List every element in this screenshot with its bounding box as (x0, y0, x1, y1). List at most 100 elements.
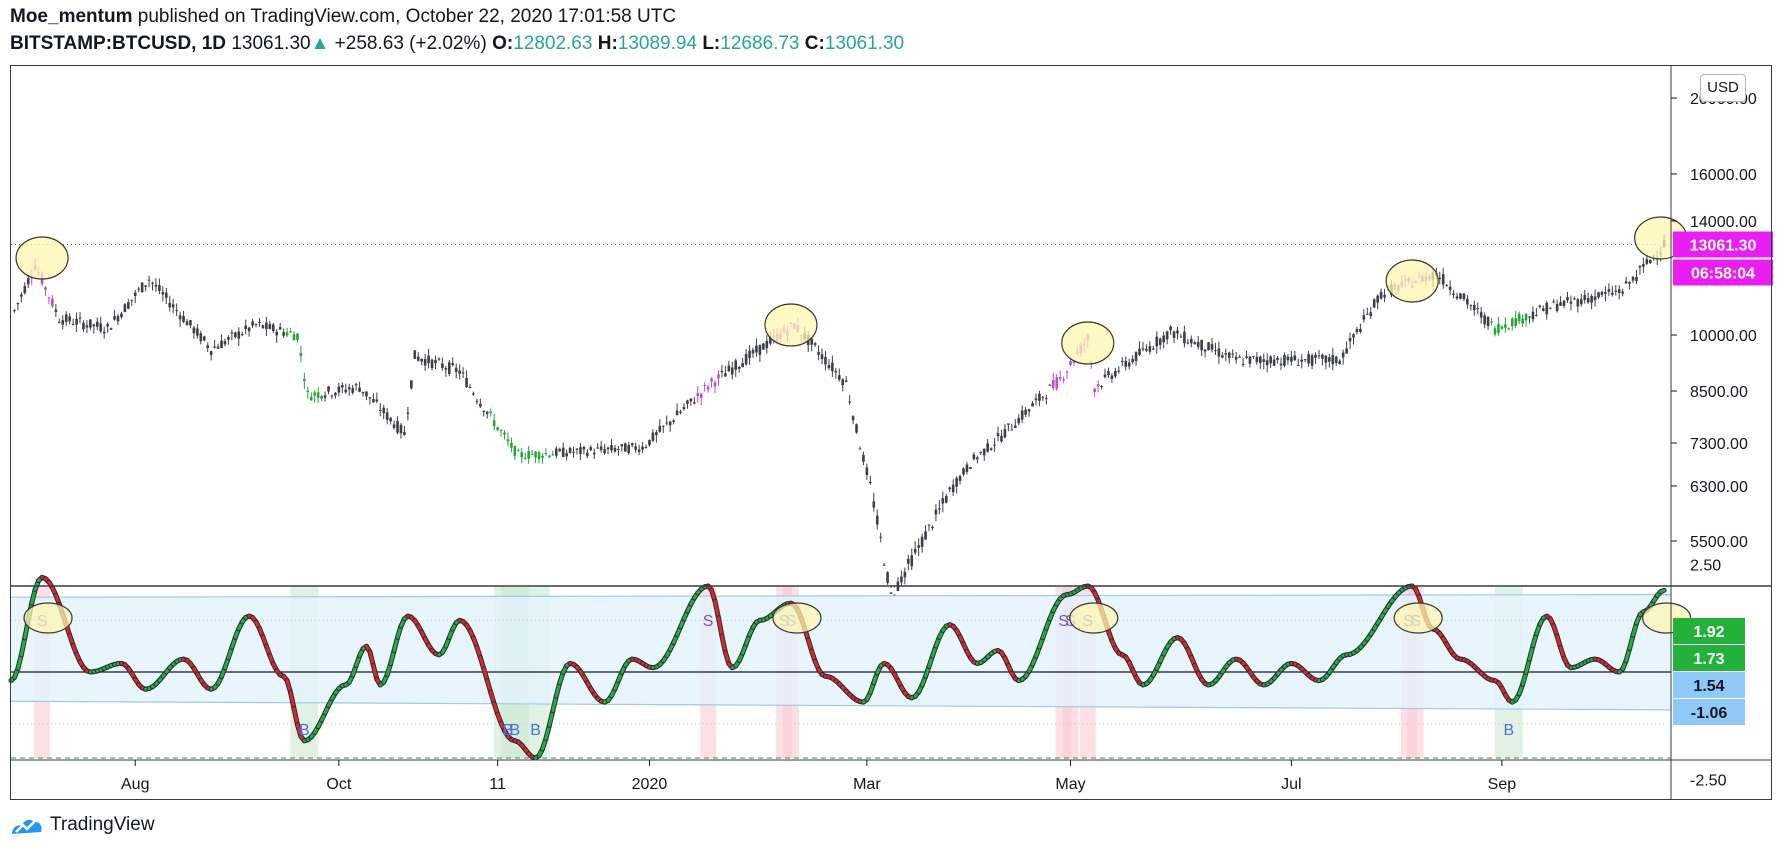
candle-body (1441, 274, 1445, 285)
candle-body (1621, 291, 1624, 294)
candle-body (1072, 360, 1076, 363)
candle-body (651, 432, 655, 441)
candle-body (137, 288, 140, 290)
candle-body (423, 359, 427, 366)
candle-body (592, 452, 596, 455)
candle-body (1490, 321, 1493, 323)
candle-body (644, 446, 648, 448)
candle-body (1569, 301, 1573, 304)
candle-body (1455, 296, 1459, 299)
candle-body (403, 432, 406, 436)
candle-body (554, 448, 558, 456)
candle-body (1279, 363, 1283, 366)
candle-body (1362, 315, 1366, 320)
candle-body (658, 425, 662, 432)
candle-body (1248, 356, 1252, 364)
candle-body (1096, 384, 1100, 387)
candle-body (879, 536, 882, 538)
osc-value-tag (1673, 618, 1745, 644)
candle-body (589, 447, 593, 451)
candle-body (354, 384, 358, 386)
candle-body (1000, 435, 1003, 442)
candle-body (903, 571, 907, 578)
candle-body (254, 324, 258, 326)
osc-signal-circle (23, 602, 73, 634)
time-tick-label: May (1055, 776, 1085, 793)
candle-body (993, 444, 996, 446)
candle-body (347, 387, 351, 390)
candle-body (1265, 360, 1269, 366)
candle-body (1255, 356, 1259, 362)
candle-body (744, 354, 748, 365)
candle-body (1376, 295, 1379, 303)
candle-body (813, 343, 817, 346)
candle-body (1227, 352, 1231, 359)
candle-body (851, 416, 855, 421)
osc-value-tag-text: -1.06 (1691, 705, 1728, 722)
candle-body (630, 443, 634, 446)
candle-body (1645, 259, 1649, 264)
candle-body (1604, 292, 1607, 294)
candle-body (575, 448, 579, 450)
candle-body (151, 282, 154, 284)
candle-body (275, 331, 279, 336)
candle-body (582, 446, 586, 450)
osc-falling (713, 599, 720, 620)
candle-body (420, 358, 423, 362)
candle-body (837, 375, 841, 380)
candle-body (468, 386, 472, 388)
candle-body (1514, 318, 1517, 326)
candle-body (713, 382, 717, 387)
candle-body (1020, 410, 1024, 420)
candle-body (1472, 305, 1476, 311)
candle-body (627, 445, 631, 453)
candle-body (768, 337, 772, 344)
candle-body (572, 451, 575, 453)
candle-body (161, 292, 165, 295)
candle-body (586, 452, 589, 457)
candle-body (834, 370, 838, 373)
candle-body (1131, 358, 1134, 363)
candle-body (458, 370, 461, 374)
candle-body (1148, 346, 1152, 352)
candle-body (603, 449, 606, 454)
price-tick-label: 14000.00 (1690, 214, 1757, 231)
candle-body (1531, 311, 1535, 320)
candle-body (931, 526, 934, 529)
candle-body (862, 454, 865, 462)
candle-body (1055, 377, 1058, 389)
candle-body (1207, 342, 1210, 351)
currency-button[interactable]: USD (1700, 74, 1746, 102)
candle-body (1034, 398, 1038, 401)
candle-body (51, 298, 54, 307)
price-tick-label: 10000.00 (1690, 328, 1757, 345)
candle-body (13, 310, 16, 312)
candle-body (54, 309, 58, 312)
candle-body (503, 432, 506, 435)
candle-body (489, 411, 493, 413)
candle-body (1241, 363, 1245, 365)
candle-body (1642, 263, 1645, 267)
candle-body (1321, 354, 1324, 359)
candle-body (1303, 359, 1307, 361)
candle-body (102, 331, 106, 334)
countdown-tag-text: 06:58:04 (1691, 266, 1755, 283)
osc-value-tag (1673, 645, 1745, 671)
ohlc-legend: BITSTAMP:BTCUSD, 1D 13061.30▲ +258.63 (+… (10, 33, 904, 55)
candle-body (938, 508, 941, 510)
price-signal-circle (764, 303, 818, 347)
osc-tick-label: 2.50 (1690, 558, 1721, 575)
time-tick-label: Jul (1281, 776, 1301, 793)
candle-body (858, 448, 862, 450)
osc-rising (1659, 588, 1666, 594)
candle-body (1110, 375, 1114, 379)
candle-body (831, 362, 834, 372)
candle-body (447, 362, 451, 374)
candle-body (296, 333, 299, 340)
candle-body (1576, 299, 1580, 307)
candle-body (1286, 356, 1290, 361)
candle-body (382, 407, 386, 414)
candle-body (1245, 356, 1248, 359)
time-tick-label: Sep (1488, 776, 1517, 793)
